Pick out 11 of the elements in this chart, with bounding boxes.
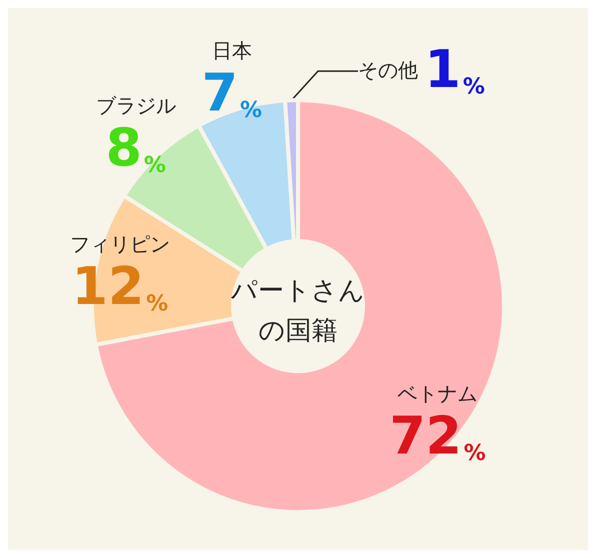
data-label: 7% — [202, 64, 262, 124]
slice-label: フィリピン — [70, 232, 170, 256]
text: パートさんの国籍 — [230, 276, 365, 346]
data-label: 8% — [106, 118, 166, 178]
slice-label: 日本 — [212, 38, 252, 63]
data-label: 12% — [72, 257, 168, 318]
slice-label: ブラジル — [96, 93, 176, 118]
data-label: 72% — [389, 406, 486, 467]
slice-label: ベトナム — [398, 382, 478, 406]
slice-label: その他 — [358, 58, 418, 82]
data-label: 1% — [424, 40, 485, 100]
